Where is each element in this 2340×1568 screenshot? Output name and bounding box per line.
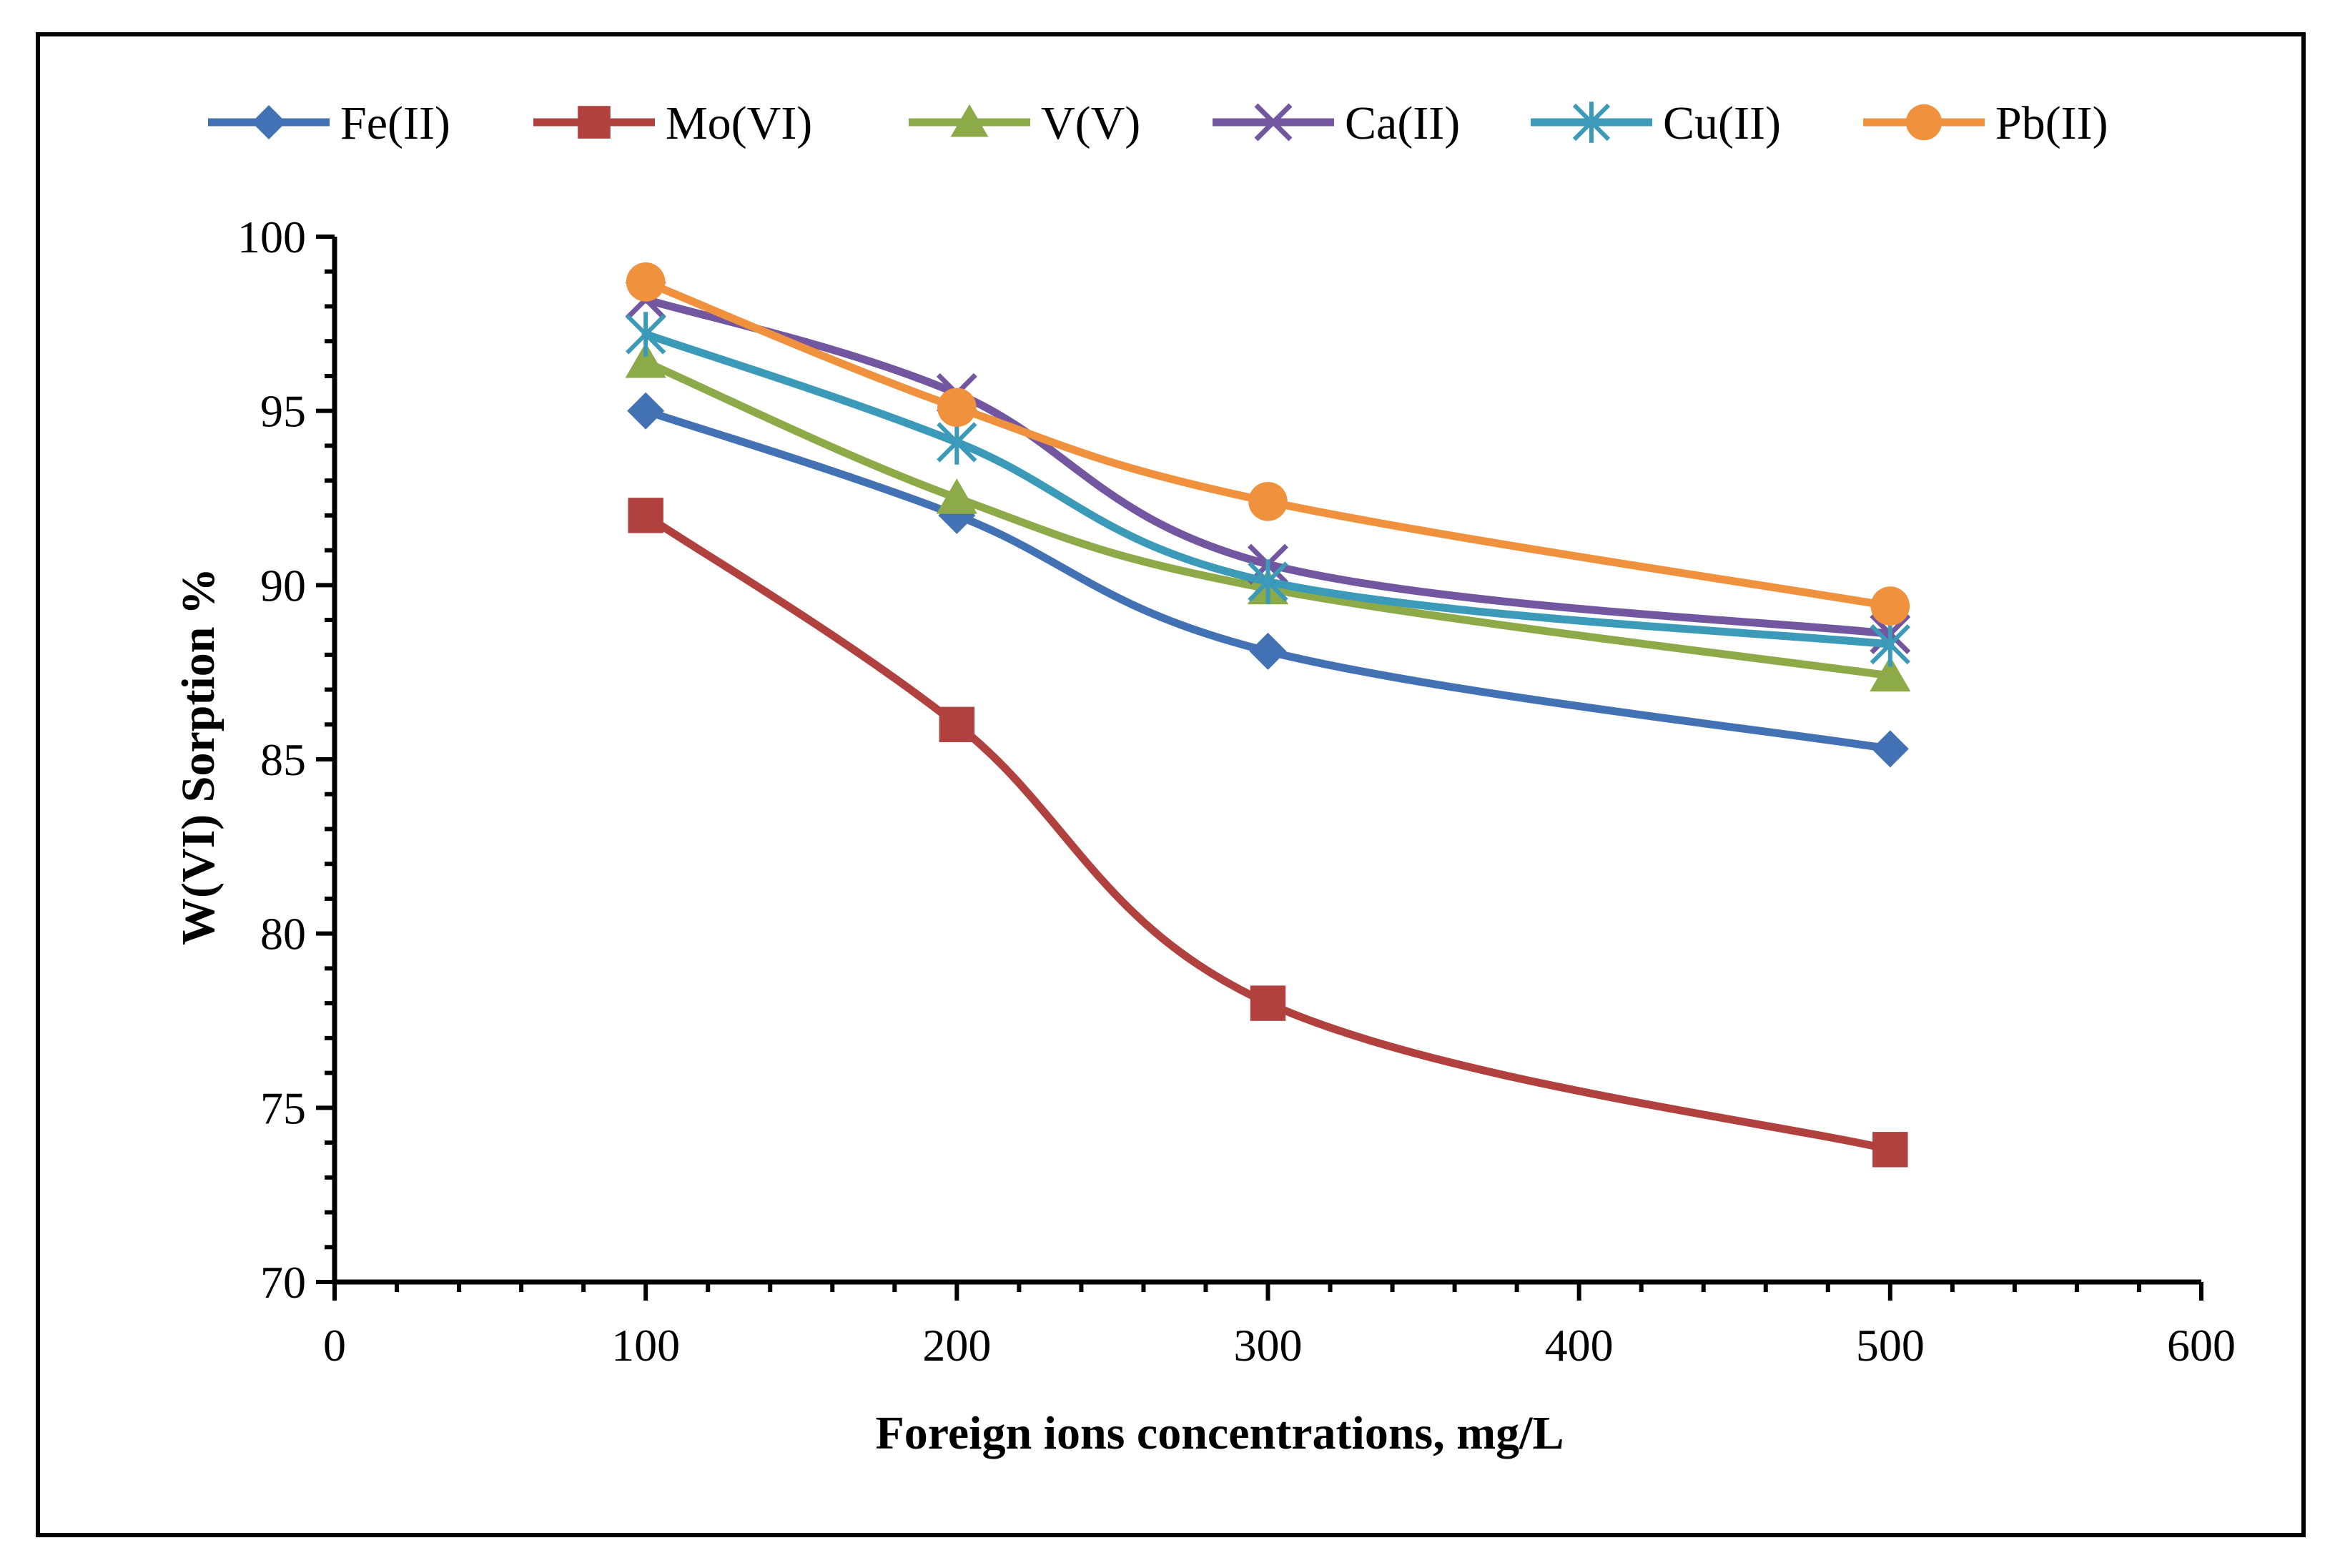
series-line-feii [641,407,1895,753]
series-line-pbii [641,277,1895,611]
y-tick-label: 100 [237,212,306,262]
legend-item-feii: Fe(II) [208,97,450,149]
legend-item-caii: Ca(II) [1213,97,1460,149]
legend-item-pbii: Pb(II) [1863,97,2108,149]
data-point-feii [627,392,665,430]
legend: Fe(II) Mo(VI) V(V) Ca(II) Cu(II) Pb(II) [208,97,2108,149]
series-line-vv [641,358,1895,680]
series-line-cuii [641,330,1895,649]
series-movi [628,498,1908,1168]
series-line-caii [641,295,1895,638]
data-point-movi [1250,985,1286,1021]
y-tick-label: 85 [260,734,306,785]
series-group [625,262,1911,1168]
legend-item-cuii: Cu(II) [1531,97,1781,149]
data-point-pbii [626,262,666,302]
legend-marker-pbii [1905,104,1942,141]
x-tick-label: 300 [1234,1320,1303,1371]
series-line-movi [641,511,1895,1154]
x-tick-label: 200 [922,1320,991,1371]
x-tick-label: 600 [2167,1320,2236,1371]
legend-label-movi: Mo(VI) [666,97,812,149]
legend-label-cuii: Cu(II) [1663,97,1781,149]
legend-item-vv: V(V) [909,97,1140,149]
x-tick-label: 100 [611,1320,680,1371]
x-axis-label: Foreign ions concentrations, mg/L [875,1407,1564,1459]
data-point-vv [1870,656,1911,692]
data-point-vv [625,342,666,378]
y-tick-label: 75 [260,1083,306,1133]
data-point-pbii [1870,586,1910,626]
legend-label-vv: V(V) [1041,97,1140,149]
data-point-movi [628,498,663,533]
line-chart: Fe(II) Mo(VI) V(V) Ca(II) Cu(II) Pb(II) 0 100 2… [172,97,2236,1459]
x-tick-label: 0 [323,1320,346,1371]
data-point-cuii [626,312,666,357]
y-tick-label: 90 [260,560,306,611]
data-point-cuii [937,420,977,465]
legend-marker-caii [1254,103,1293,142]
y-axis-label: W(VI) Sorption % [172,568,224,945]
legend-marker-vv [950,104,989,137]
data-point-movi [939,706,975,742]
legend-item-movi: Mo(VI) [533,97,812,149]
legend-label-caii: Ca(II) [1345,97,1460,149]
y-tick-label: 70 [260,1257,306,1308]
legend-label-pbii: Pb(II) [1995,97,2108,149]
legend-marker-feii [252,105,286,139]
y-tick-label: 80 [260,909,306,960]
series-pbii [626,262,1910,626]
legend-label-feii: Fe(II) [340,97,450,149]
data-point-cuii [1248,559,1288,604]
data-point-vv [936,478,977,514]
series-cuii [626,312,1910,667]
data-point-feii [1871,730,1909,768]
y-tick-label: 95 [260,386,306,437]
data-point-cuii [1870,621,1910,667]
data-point-pbii [1248,482,1288,521]
axes: 0 100 200 300 400 500 600 70 75 80 85 90 95 100 [237,212,2236,1371]
x-tick-label: 400 [1545,1320,1614,1371]
series-feii [627,392,1909,768]
data-point-pbii [937,388,977,428]
chart-frame: Fe(II) Mo(VI) V(V) Ca(II) Cu(II) Pb(II) 0 100 2… [36,32,2306,1537]
data-point-movi [1872,1132,1908,1168]
data-point-feii [1249,632,1287,670]
x-tick-label: 500 [1856,1320,1925,1371]
legend-marker-cuii [1572,102,1611,143]
legend-marker-movi [578,106,611,139]
